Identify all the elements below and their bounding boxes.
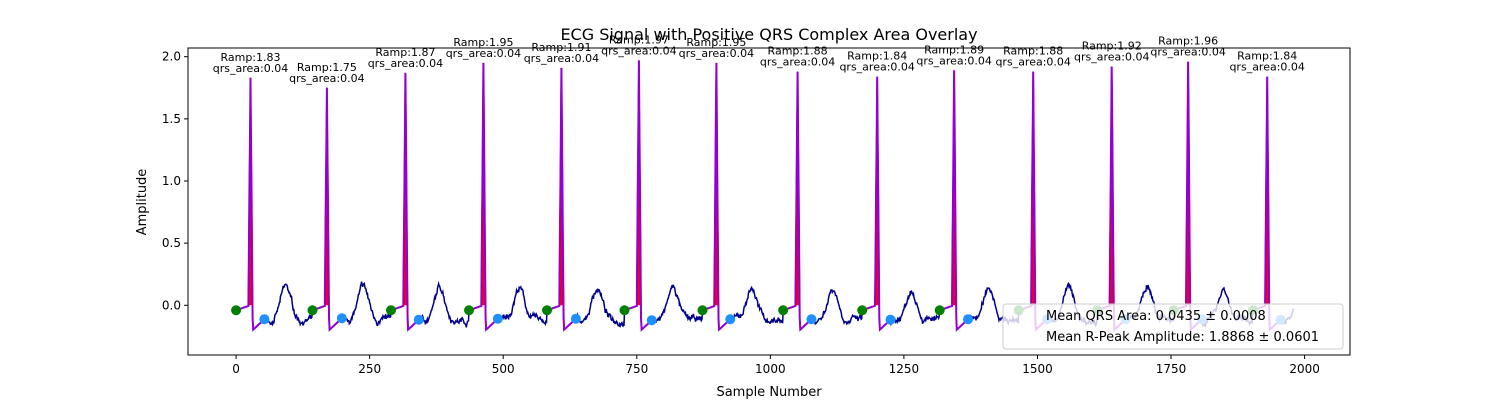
qrs-complex-line xyxy=(235,77,266,332)
qrs-area-fill xyxy=(783,71,800,306)
x-tick-label: 1000 xyxy=(755,362,786,376)
qrs-offset-marker xyxy=(806,314,817,325)
qrs-complex-line xyxy=(468,62,499,332)
x-tick-label: 0 xyxy=(232,362,240,376)
qrs-offset-marker xyxy=(885,314,896,325)
legend: Mean QRS Area: 0.0435 ± 0.0008 Mean R-Pe… xyxy=(1002,303,1344,350)
qrs-area-fill xyxy=(862,76,880,306)
r-peak-amplitude-label: Ramp:1.96 xyxy=(1158,35,1218,48)
qrs-onset-marker xyxy=(231,305,242,316)
r-peak-amplitude-label: Ramp:1.83 xyxy=(220,51,280,64)
x-tick-label: 750 xyxy=(625,362,648,376)
qrs-area-fill xyxy=(939,70,957,306)
qrs-offset-marker xyxy=(413,314,424,325)
y-tick-label: 1.5 xyxy=(162,112,181,126)
qrs-offset-marker xyxy=(336,313,347,324)
r-peak-amplitude-label: Ramp:1.92 xyxy=(1082,40,1142,53)
x-tick-label: 2000 xyxy=(1289,362,1320,376)
qrs-complex-line xyxy=(782,71,813,332)
qrs-area-label: qrs_area:0.04 xyxy=(760,56,835,69)
x-tick-label: 250 xyxy=(358,362,381,376)
qrs-area-fill xyxy=(236,77,253,306)
r-peak-amplitude-label: Ramp:1.97 xyxy=(609,33,669,46)
qrs-onset-marker xyxy=(619,305,630,316)
qrs-offset-marker xyxy=(492,313,503,324)
qrs-area-fill xyxy=(547,67,564,306)
qrs-onset-marker xyxy=(697,305,708,316)
x-tick-label: 1500 xyxy=(1022,362,1053,376)
r-peak-amplitude-label: Ramp:1.95 xyxy=(686,36,746,49)
x-axis-title: Sample Number xyxy=(716,385,822,400)
qrs-area-label: qrs_area:0.04 xyxy=(368,57,443,70)
qrs-area-fill xyxy=(312,87,330,306)
qrs-area-label: qrs_area:0.04 xyxy=(601,44,676,57)
qrs-onset-marker xyxy=(542,305,553,316)
qrs-onset-marker xyxy=(778,305,789,316)
qrs-onset-marker xyxy=(386,305,397,316)
x-tick-label: 1750 xyxy=(1156,362,1187,376)
r-peak-amplitude-label: Ramp:1.84 xyxy=(847,50,907,63)
qrs-area-fill xyxy=(1173,61,1191,306)
qrs-area-label: qrs_area:0.04 xyxy=(446,47,521,60)
legend-entry-qrs-area: Mean QRS Area: 0.0435 ± 0.0008 xyxy=(1046,309,1266,324)
qrs-area-label: qrs_area:0.04 xyxy=(289,72,364,85)
qrs-area-label: qrs_area:0.04 xyxy=(524,52,599,65)
plot-frame xyxy=(187,47,1351,356)
chart-title: ECG Signal with Positive QRS Complex Are… xyxy=(560,25,977,44)
qrs-area-label: qrs_area:0.04 xyxy=(1229,61,1304,74)
qrs-area-label: qrs_area:0.04 xyxy=(995,56,1070,69)
y-tick-label: 0.5 xyxy=(162,236,181,250)
qrs-onset-marker xyxy=(307,305,318,316)
qrs-area-fill xyxy=(1252,76,1270,306)
r-peak-amplitude-label: Ramp:1.87 xyxy=(375,46,435,59)
qrs-area-label: qrs_area:0.04 xyxy=(1074,51,1149,64)
r-peak-amplitude-label: Ramp:1.91 xyxy=(531,41,591,54)
ecg-signal-line xyxy=(235,60,1295,332)
r-peak-amplitude-label: Ramp:1.84 xyxy=(1237,50,1297,63)
r-peak-amplitude-label: Ramp:1.95 xyxy=(453,36,513,49)
qrs-complex-line xyxy=(312,87,343,332)
qrs-offset-marker xyxy=(259,314,270,325)
r-peak-amplitude-label: Ramp:1.89 xyxy=(924,43,984,56)
r-peak-amplitude-label: Ramp:1.75 xyxy=(297,61,357,74)
qrs-area-fill xyxy=(391,72,408,306)
qrs-area-label: qrs_area:0.04 xyxy=(839,61,914,74)
legend-box xyxy=(1002,303,1344,350)
y-axis-title: Amplitude xyxy=(135,169,150,236)
qrs-area-label: qrs_area:0.04 xyxy=(213,62,288,75)
qrs-area-label: qrs_area:0.04 xyxy=(916,54,991,67)
axes: 0 250 500 750 1000 1250 1500 1750 2000 0.0 0.5 1.0 1… xyxy=(162,50,1320,376)
legend-entry-r-peak: Mean R-Peak Amplitude: 1.8868 ± 0.0601 xyxy=(1046,330,1319,345)
y-tick-label: 1.0 xyxy=(162,174,181,188)
qrs-area-fill xyxy=(624,60,642,306)
qrs-complex-line xyxy=(546,67,577,332)
qrs-onset-marker xyxy=(934,305,945,316)
qrs-onset-marker xyxy=(464,305,475,316)
qrs-area-label: qrs_area:0.04 xyxy=(1150,46,1225,59)
x-tick-label: 1250 xyxy=(889,362,920,376)
qrs-area-fill xyxy=(1097,66,1114,306)
qrs-offset-marker xyxy=(646,315,657,326)
qrs-offset-marker xyxy=(725,314,736,325)
qrs-area-fill xyxy=(1018,71,1036,306)
y-tick-label: 2.0 xyxy=(162,50,181,64)
qrs-area-fill xyxy=(469,62,486,306)
y-tick-label: 0.0 xyxy=(162,298,181,312)
qrs-offset-marker xyxy=(963,314,974,325)
x-tick-label: 500 xyxy=(492,362,515,376)
qrs-area-label: qrs_area:0.04 xyxy=(679,47,754,60)
qrs-onset-marker xyxy=(857,305,868,316)
qrs-offset-marker xyxy=(570,313,581,324)
